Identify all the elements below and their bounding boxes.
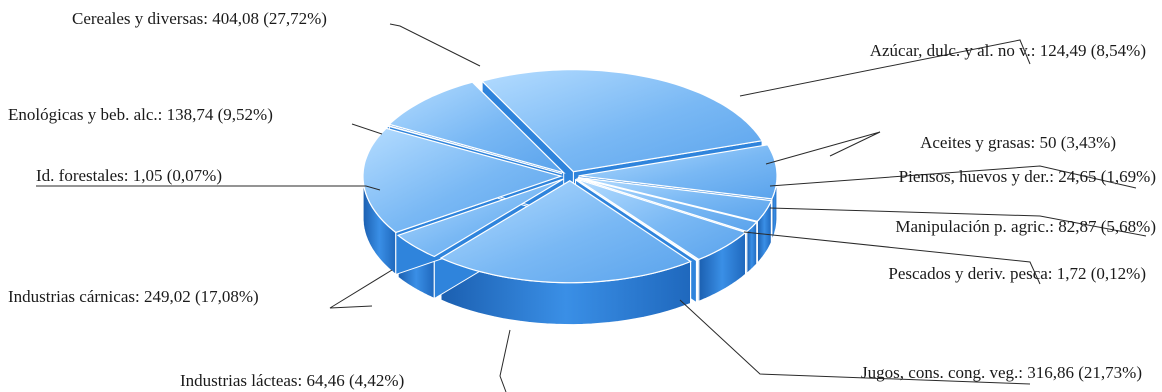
slice-jugos (439, 179, 692, 284)
slice-lacteas (396, 178, 564, 258)
leader-line-jugos (679, 299, 1031, 385)
slice-label-azucar: Azúcar, dulc. y al. no v.: 124,49 (8,54%… (870, 41, 1146, 60)
leader-line-manipulacion (769, 207, 1147, 237)
leader-line-pescados (743, 231, 1041, 285)
slice-label-manipulacion: Manipulación p. agric.: 82,87 (5,68%) (895, 217, 1156, 236)
slice-label-cereales: Cereales y diversas: 404,08 (27,72%) (72, 9, 327, 28)
slice-enologicas (388, 81, 566, 174)
pie-tops (362, 69, 778, 284)
leader-line-forestales (36, 185, 381, 191)
slice-forestales (386, 124, 563, 175)
slice-label-lacteas: Industrias lácteas: 64,46 (4,42%) (180, 371, 404, 390)
slice-label-aceites: Aceites y grasas: 50 (3,43%) (920, 133, 1116, 152)
leader-line-lacteas (499, 329, 511, 392)
leader-line-cereales (389, 23, 481, 67)
leader-line-piensos (769, 165, 1137, 189)
slice-carnicas (362, 127, 564, 234)
leader-line-azucar (739, 39, 1031, 97)
slice-label-pescados: Pescados y deriv. pesca: 1,72 (0,12%) (888, 264, 1146, 283)
leader-line-aceites (765, 131, 881, 165)
slice-manipulacion (576, 178, 747, 261)
leader-line-enologicas (351, 123, 383, 135)
slice-label-jugos: Jugos, cons. cong. veg.: 316,86 (21,73%) (861, 363, 1142, 382)
slice-label-enologicas: Enológicas y beb. alc.: 138,74 (9,52%) (8, 105, 273, 124)
slice-label-piensos: Piensos, huevos y der.: 24,65 (1,69%) (899, 167, 1156, 186)
leader-lines (36, 23, 1147, 392)
slice-label-carnicas: Industrias cárnicas: 249,02 (17,08%) (8, 287, 259, 306)
slice-cereales (480, 69, 764, 173)
slice-azucar (578, 144, 778, 200)
slice-label-forestales: Id. forestales: 1,05 (0,07%) (36, 166, 222, 185)
slice-aceites (578, 176, 773, 222)
leader-line-carnicas (329, 269, 393, 309)
slice-piensos (577, 177, 758, 233)
slice-pescados (575, 179, 699, 262)
